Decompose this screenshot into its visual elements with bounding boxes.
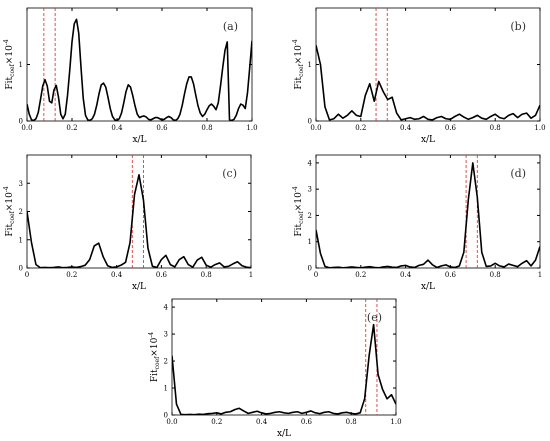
- y-label-mult: ×10: [150, 337, 160, 356]
- y-axis-label: Fitcoef×10-4: [3, 39, 16, 90]
- chart-panel-3: 0 0.2 0.4 0.6 0.8 1 0 1 2 3 (c) x/L Fitcoef×10-4: [3, 154, 253, 292]
- x-axis-label: x/L: [421, 135, 435, 145]
- x-tick-label: 1.0: [534, 124, 545, 132]
- chart-panel-1: 0.0 0.2 0.4 0.6 0.8 1.0 0 1 (a) x/L Fitcoef×10-4: [3, 7, 258, 145]
- panel-label: (c): [222, 167, 237, 180]
- y-axis-label: Fitcoef×10-4: [292, 186, 305, 237]
- y-label-sub: coef: [298, 210, 305, 224]
- y-label-base: Fit: [294, 77, 304, 90]
- y-tick-label: 3: [19, 180, 23, 188]
- x-axis-label: x/L: [277, 429, 291, 439]
- plot-frame: [315, 154, 541, 269]
- x-tick-label: 0.2: [211, 418, 222, 426]
- x-tick-label: 0.6: [445, 124, 457, 132]
- series-line: [316, 162, 540, 268]
- x-tick-label: 0.8: [201, 271, 212, 279]
- panel-label: (e): [367, 311, 382, 324]
- y-axis-label: Fitcoef×10-4: [3, 186, 16, 237]
- chart-panel-4: 0 0.2 0.4 0.6 0.8 1 0 1 2 3 4 (d) x/L Fitcoef×10-4: [292, 154, 542, 292]
- y-label-sup: -4: [148, 332, 155, 338]
- y-tick-label: 1: [308, 238, 312, 246]
- x-tick-label: 0.4: [400, 271, 412, 279]
- x-tick-label: 0.6: [156, 271, 168, 279]
- x-tick-label: 0.0: [310, 124, 321, 132]
- x-tick-label: 0.4: [400, 124, 412, 132]
- y-label-sub: coef: [298, 63, 305, 77]
- panel-label: (a): [223, 20, 238, 33]
- x-tick-label: 0.8: [490, 271, 501, 279]
- series-line: [172, 323, 396, 415]
- y-tick-label: 2: [19, 208, 23, 216]
- y-label-base: Fit: [150, 369, 160, 382]
- x-tick-label: 0.4: [111, 124, 123, 132]
- y-label-mult: ×10: [5, 192, 15, 211]
- chart-panel-2: 0.0 0.2 0.4 0.6 0.8 1.0 0 1 (b) x/L Fitcoef×10-4: [292, 7, 546, 145]
- y-label-base: Fit: [5, 224, 15, 237]
- x-tick-label: 0.2: [355, 271, 366, 279]
- x-tick-label: 0.8: [201, 124, 212, 132]
- x-tick-label: 0: [314, 271, 318, 279]
- y-label-sub: coef: [154, 356, 161, 370]
- x-axis-label: x/L: [132, 282, 146, 292]
- y-tick-label: 1: [19, 61, 23, 69]
- y-axis-label: Fitcoef×10-4: [292, 39, 305, 90]
- x-tick-label: 0.2: [355, 124, 366, 132]
- series-line: [27, 18, 252, 121]
- x-tick-label: 0.0: [21, 124, 32, 132]
- x-tick-label: 0.4: [256, 418, 268, 426]
- y-label-base: Fit: [294, 224, 304, 237]
- plot-frame: [171, 298, 397, 416]
- y-tick-label: 1: [164, 385, 168, 393]
- y-tick-label: 2: [164, 358, 168, 366]
- plot-frame: [315, 7, 541, 122]
- x-tick-label: 1: [249, 271, 253, 279]
- y-tick-label: 0: [164, 412, 168, 420]
- x-tick-label: 0.8: [346, 418, 357, 426]
- x-axis-label: x/L: [421, 282, 435, 292]
- x-tick-label: 0.8: [490, 124, 501, 132]
- y-tick-label: 0: [19, 265, 23, 273]
- panel-label: (d): [510, 167, 526, 180]
- y-label-mult: ×10: [294, 45, 304, 64]
- y-label-sup: -4: [3, 39, 10, 45]
- chart-panel-5: 0.0 0.2 0.4 0.6 0.8 1.0 0 1 2 3 4 (e) x/L Fitcoef×10-…: [148, 298, 402, 439]
- y-label-sub: coef: [9, 63, 16, 77]
- y-label-sup: -4: [292, 186, 299, 192]
- y-tick-label: 4: [164, 304, 169, 312]
- y-tick-label: 3: [308, 186, 312, 194]
- y-tick-label: 1: [308, 61, 312, 69]
- y-axis-label: Fitcoef×10-4: [148, 332, 161, 383]
- y-label-sup: -4: [292, 39, 299, 45]
- y-tick-label: 0: [308, 118, 312, 126]
- x-tick-label: 0.6: [445, 271, 457, 279]
- y-label-mult: ×10: [294, 192, 304, 211]
- plot-frame: [26, 154, 252, 269]
- y-label-mult: ×10: [5, 45, 15, 64]
- y-tick-label: 2: [308, 212, 312, 220]
- y-tick-label: 3: [164, 331, 168, 339]
- x-tick-label: 0.2: [66, 271, 77, 279]
- x-tick-label: 0.6: [301, 418, 313, 426]
- y-tick-label: 1: [19, 236, 23, 244]
- y-label-sup: -4: [3, 186, 10, 192]
- x-axis-label: x/L: [132, 135, 146, 145]
- series-line: [316, 45, 540, 121]
- x-tick-label: 0.0: [166, 418, 177, 426]
- series-line: [27, 173, 251, 268]
- y-tick-label: 4: [308, 159, 313, 167]
- y-tick-label: 0: [19, 118, 23, 126]
- x-tick-label: 1: [538, 271, 542, 279]
- x-tick-label: 0.6: [156, 124, 168, 132]
- y-label-base: Fit: [5, 77, 15, 90]
- y-tick-label: 0: [308, 265, 312, 273]
- x-tick-label: 1.0: [390, 418, 401, 426]
- y-label-sub: coef: [9, 210, 16, 224]
- x-tick-label: 0.2: [66, 124, 77, 132]
- x-tick-label: 0: [25, 271, 29, 279]
- x-tick-label: 1.0: [246, 124, 257, 132]
- panel-label: (b): [510, 20, 526, 33]
- x-tick-label: 0.4: [111, 271, 123, 279]
